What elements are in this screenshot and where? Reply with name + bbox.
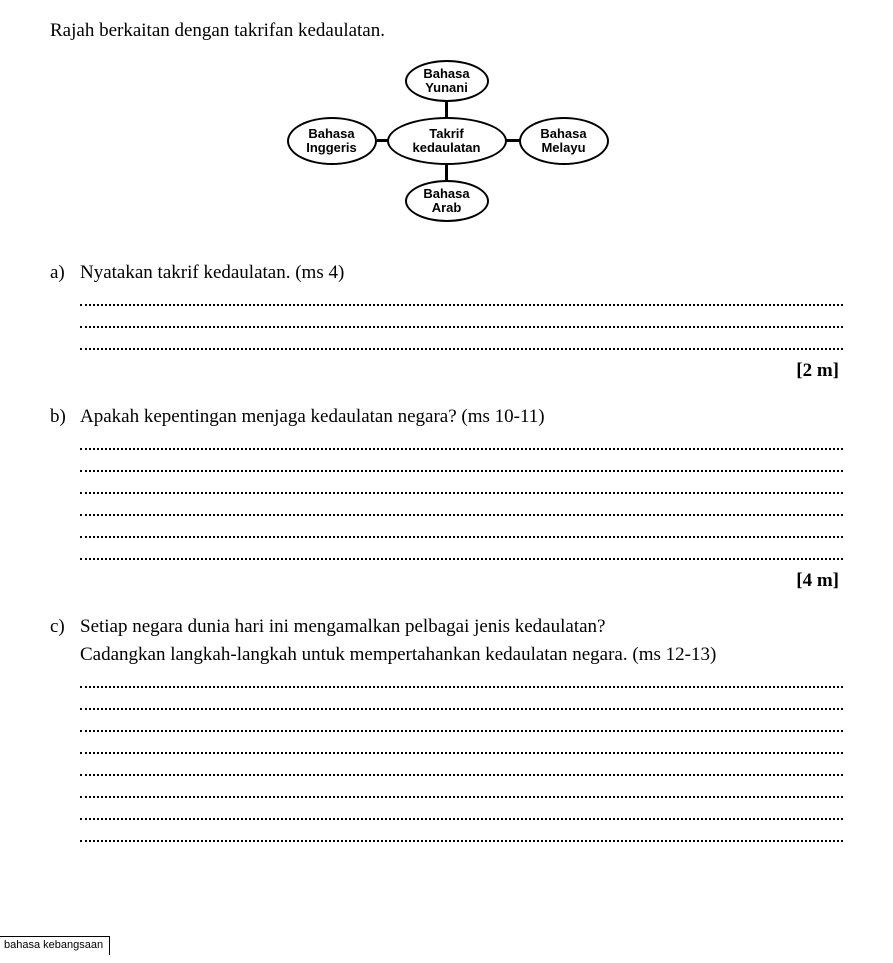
question-b: b) Apakah kepentingan menjaga kedaulatan… (50, 406, 843, 610)
node-center-line1: Takrif (429, 127, 463, 141)
q-c-text1: Setiap negara dunia hari ini mengamalkan… (80, 616, 843, 638)
answer-line[interactable] (80, 544, 843, 560)
q-c-label: c) (50, 616, 80, 845)
answer-line[interactable] (80, 456, 843, 472)
answer-line[interactable] (80, 434, 843, 450)
answer-line[interactable] (80, 500, 843, 516)
connector-bottom (445, 165, 448, 180)
q-c-text2: Cadangkan langkah-langkah untuk memperta… (80, 644, 843, 666)
node-bottom-line2: Arab (432, 201, 462, 215)
answer-line[interactable] (80, 826, 843, 842)
node-top-line2: Yunani (425, 81, 468, 95)
q-b-text: Apakah kepentingan menjaga kedaulatan ne… (80, 406, 843, 428)
q-a-text: Nyatakan takrif kedaulatan. (ms 4) (80, 262, 843, 284)
node-center-line2: kedaulatan (413, 141, 481, 155)
node-center: Takrif kedaulatan (387, 117, 507, 165)
node-top-line1: Bahasa (423, 67, 469, 81)
node-right: Bahasa Melayu (519, 117, 609, 165)
node-left-line2: Inggeris (306, 141, 357, 155)
answer-line[interactable] (80, 290, 843, 306)
answer-line[interactable] (80, 672, 843, 688)
node-right-line2: Melayu (541, 141, 585, 155)
node-right-line1: Bahasa (540, 127, 586, 141)
answer-line[interactable] (80, 694, 843, 710)
answer-line[interactable] (80, 716, 843, 732)
node-left-line1: Bahasa (308, 127, 354, 141)
answer-line[interactable] (80, 522, 843, 538)
question-a: a) Nyatakan takrif kedaulatan. (ms 4) [2… (50, 262, 843, 400)
answer-line[interactable] (80, 804, 843, 820)
connector-top (445, 102, 448, 117)
q-a-label: a) (50, 262, 80, 400)
answer-line[interactable] (80, 782, 843, 798)
diagram-container: Bahasa Yunani Bahasa Inggeris Takrif ked… (50, 52, 843, 232)
node-bottom: Bahasa Arab (405, 180, 489, 222)
answer-line[interactable] (80, 738, 843, 754)
q-b-label: b) (50, 406, 80, 610)
answer-line[interactable] (80, 334, 843, 350)
answer-line[interactable] (80, 760, 843, 776)
node-left: Bahasa Inggeris (287, 117, 377, 165)
answer-line[interactable] (80, 312, 843, 328)
node-top: Bahasa Yunani (405, 60, 489, 102)
question-c: c) Setiap negara dunia hari ini mengamal… (50, 616, 843, 845)
answer-line[interactable] (80, 478, 843, 494)
node-bottom-line1: Bahasa (423, 187, 469, 201)
concept-diagram: Bahasa Yunani Bahasa Inggeris Takrif ked… (247, 52, 647, 232)
intro-text: Rajah berkaitan dengan takrifan kedaulat… (50, 20, 843, 42)
q-b-marks: [4 m] (80, 570, 843, 592)
q-a-marks: [2 m] (80, 360, 843, 382)
footer-tag: bahasa kebangsaan (0, 936, 110, 955)
